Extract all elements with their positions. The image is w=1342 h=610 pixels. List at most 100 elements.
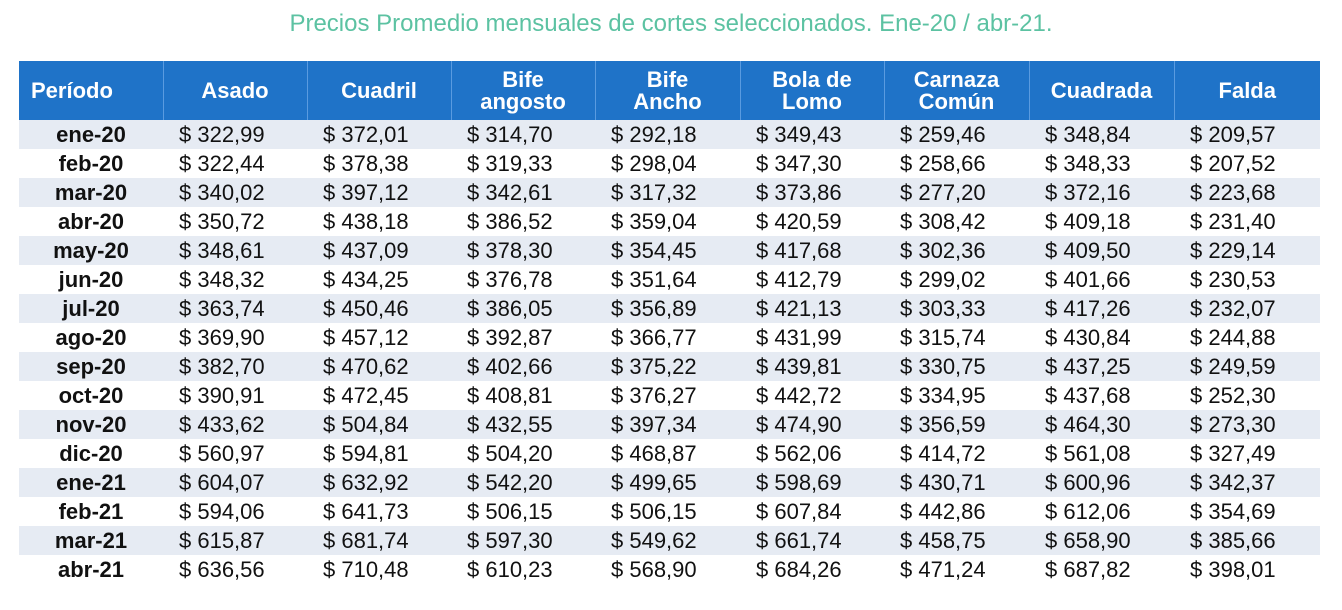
- table-body: ene-20 $ 322,99 $ 372,01 $ 314,70 $ 292,18 $ …: [19, 120, 1320, 584]
- price-cell: $ 681,74: [307, 526, 451, 555]
- column-header: Bola de Lomo: [740, 61, 885, 120]
- price-cell: $ 687,82: [1029, 555, 1174, 584]
- price-cell: $ 277,20: [884, 178, 1029, 207]
- table-header: Período Asado Cuadril Bife angosto Bife Ancho B…: [19, 61, 1320, 120]
- price-cell: $ 375,22: [595, 352, 740, 381]
- price-cell: $ 347,30: [740, 149, 884, 178]
- column-header-label: Lomo: [782, 88, 842, 114]
- price-cell: $ 437,68: [1029, 381, 1174, 410]
- price-cell: $ 342,37: [1174, 468, 1320, 497]
- price-cell: $ 661,74: [740, 526, 884, 555]
- price-cell: $ 417,26: [1029, 294, 1174, 323]
- price-cell: $ 417,68: [740, 236, 884, 265]
- price-cell: $ 354,69: [1174, 497, 1320, 526]
- price-cell: $ 259,46: [884, 120, 1029, 149]
- price-cell: $ 378,38: [307, 149, 451, 178]
- price-cell: $ 303,33: [884, 294, 1029, 323]
- column-header-label: Común: [918, 88, 995, 114]
- period-cell: oct-20: [19, 381, 163, 410]
- price-cell: $ 450,46: [307, 294, 451, 323]
- price-cell: $ 354,45: [595, 236, 740, 265]
- price-cell: $ 442,86: [884, 497, 1029, 526]
- column-header: Carnaza Común: [884, 61, 1030, 120]
- period-cell: dic-20: [19, 439, 163, 468]
- price-cell: $ 376,78: [451, 265, 595, 294]
- price-cell: $ 366,77: [595, 323, 740, 352]
- column-header-label: Bife: [646, 66, 689, 92]
- price-cell: $ 252,30: [1174, 381, 1320, 410]
- price-cell: $ 604,07: [163, 468, 307, 497]
- price-cell: $ 390,91: [163, 381, 307, 410]
- column-header-label: Bife: [502, 66, 544, 92]
- price-cell: $ 600,96: [1029, 468, 1174, 497]
- price-cell: $ 386,52: [451, 207, 595, 236]
- price-cell: $ 351,64: [595, 265, 740, 294]
- price-cell: $ 506,15: [595, 497, 740, 526]
- price-cell: $ 408,81: [451, 381, 595, 410]
- price-cell: $ 420,59: [740, 207, 884, 236]
- column-header: Período: [19, 61, 164, 120]
- period-cell: ene-20: [19, 120, 163, 149]
- column-header: Asado: [163, 61, 308, 120]
- price-cell: $ 392,87: [451, 323, 595, 352]
- table-row: oct-20 $ 390,91 $ 472,45 $ 408,81 $ 376,27 $ …: [19, 381, 1320, 410]
- table-row: ene-21 $ 604,07 $ 632,92 $ 542,20 $ 499,65 $ …: [19, 468, 1320, 497]
- table-row: jun-20 $ 348,32 $ 434,25 $ 376,78 $ 351,64 $ …: [19, 265, 1320, 294]
- table-row: dic-20 $ 560,97 $ 594,81 $ 504,20 $ 468,87 $ …: [19, 439, 1320, 468]
- price-cell: $ 561,08: [1029, 439, 1174, 468]
- price-cell: $ 229,14: [1174, 236, 1320, 265]
- column-header-label: Período: [31, 77, 113, 103]
- price-cell: $ 348,61: [163, 236, 307, 265]
- table-row: abr-20 $ 350,72 $ 438,18 $ 386,52 $ 359,04 $ …: [19, 207, 1320, 236]
- price-cell: $ 223,68: [1174, 178, 1320, 207]
- price-cell: $ 598,69: [740, 468, 884, 497]
- price-cell: $ 373,86: [740, 178, 884, 207]
- price-cell: $ 437,09: [307, 236, 451, 265]
- price-cell: $ 438,18: [307, 207, 451, 236]
- price-cell: $ 397,12: [307, 178, 451, 207]
- price-cell: $ 308,42: [884, 207, 1029, 236]
- price-cell: $ 292,18: [595, 120, 740, 149]
- price-cell: $ 468,87: [595, 439, 740, 468]
- price-cell: $ 499,65: [595, 468, 740, 497]
- column-header-label: Bola de: [772, 66, 852, 92]
- price-cell: $ 594,81: [307, 439, 451, 468]
- price-cell: $ 232,07: [1174, 294, 1320, 323]
- table-row: sep-20 $ 382,70 $ 470,62 $ 402,66 $ 375,22 $ …: [19, 352, 1320, 381]
- price-cell: $ 322,99: [163, 120, 307, 149]
- price-cell: $ 359,04: [595, 207, 740, 236]
- column-header-label: Asado: [201, 77, 269, 103]
- page-title: Precios Promedio mensuales de cortes sel…: [289, 10, 1053, 37]
- price-cell: $ 273,30: [1174, 410, 1320, 439]
- table-row: jul-20 $ 363,74 $ 450,46 $ 386,05 $ 356,89 $ …: [19, 294, 1320, 323]
- column-header-label: Cuadrada: [1050, 77, 1153, 103]
- price-cell: $ 315,74: [884, 323, 1029, 352]
- price-cell: $ 439,81: [740, 352, 884, 381]
- price-cell: $ 421,13: [740, 294, 884, 323]
- price-cell: $ 710,48: [307, 555, 451, 584]
- price-cell: $ 385,66: [1174, 526, 1320, 555]
- price-cell: $ 340,02: [163, 178, 307, 207]
- price-cell: $ 299,02: [884, 265, 1029, 294]
- column-header-label: angosto: [480, 88, 566, 114]
- price-cell: $ 641,73: [307, 497, 451, 526]
- price-cell: $ 458,75: [884, 526, 1029, 555]
- price-cell: $ 594,06: [163, 497, 307, 526]
- price-cell: $ 350,72: [163, 207, 307, 236]
- column-header: Cuadrada: [1029, 61, 1175, 120]
- price-cell: $ 314,70: [451, 120, 595, 149]
- price-cell: $ 402,66: [451, 352, 595, 381]
- price-cell: $ 430,71: [884, 468, 1029, 497]
- period-cell: jun-20: [19, 265, 163, 294]
- price-cell: $ 437,25: [1029, 352, 1174, 381]
- period-cell: feb-21: [19, 497, 163, 526]
- price-cell: $ 470,62: [307, 352, 451, 381]
- column-header-label: Ancho: [633, 88, 702, 114]
- prices-table: Período Asado Cuadril Bife angosto Bife Ancho B…: [19, 61, 1320, 584]
- period-cell: feb-20: [19, 149, 163, 178]
- price-cell: $ 209,57: [1174, 120, 1320, 149]
- price-cell: $ 382,70: [163, 352, 307, 381]
- price-cell: $ 658,90: [1029, 526, 1174, 555]
- period-cell: mar-21: [19, 526, 163, 555]
- price-cell: $ 319,33: [451, 149, 595, 178]
